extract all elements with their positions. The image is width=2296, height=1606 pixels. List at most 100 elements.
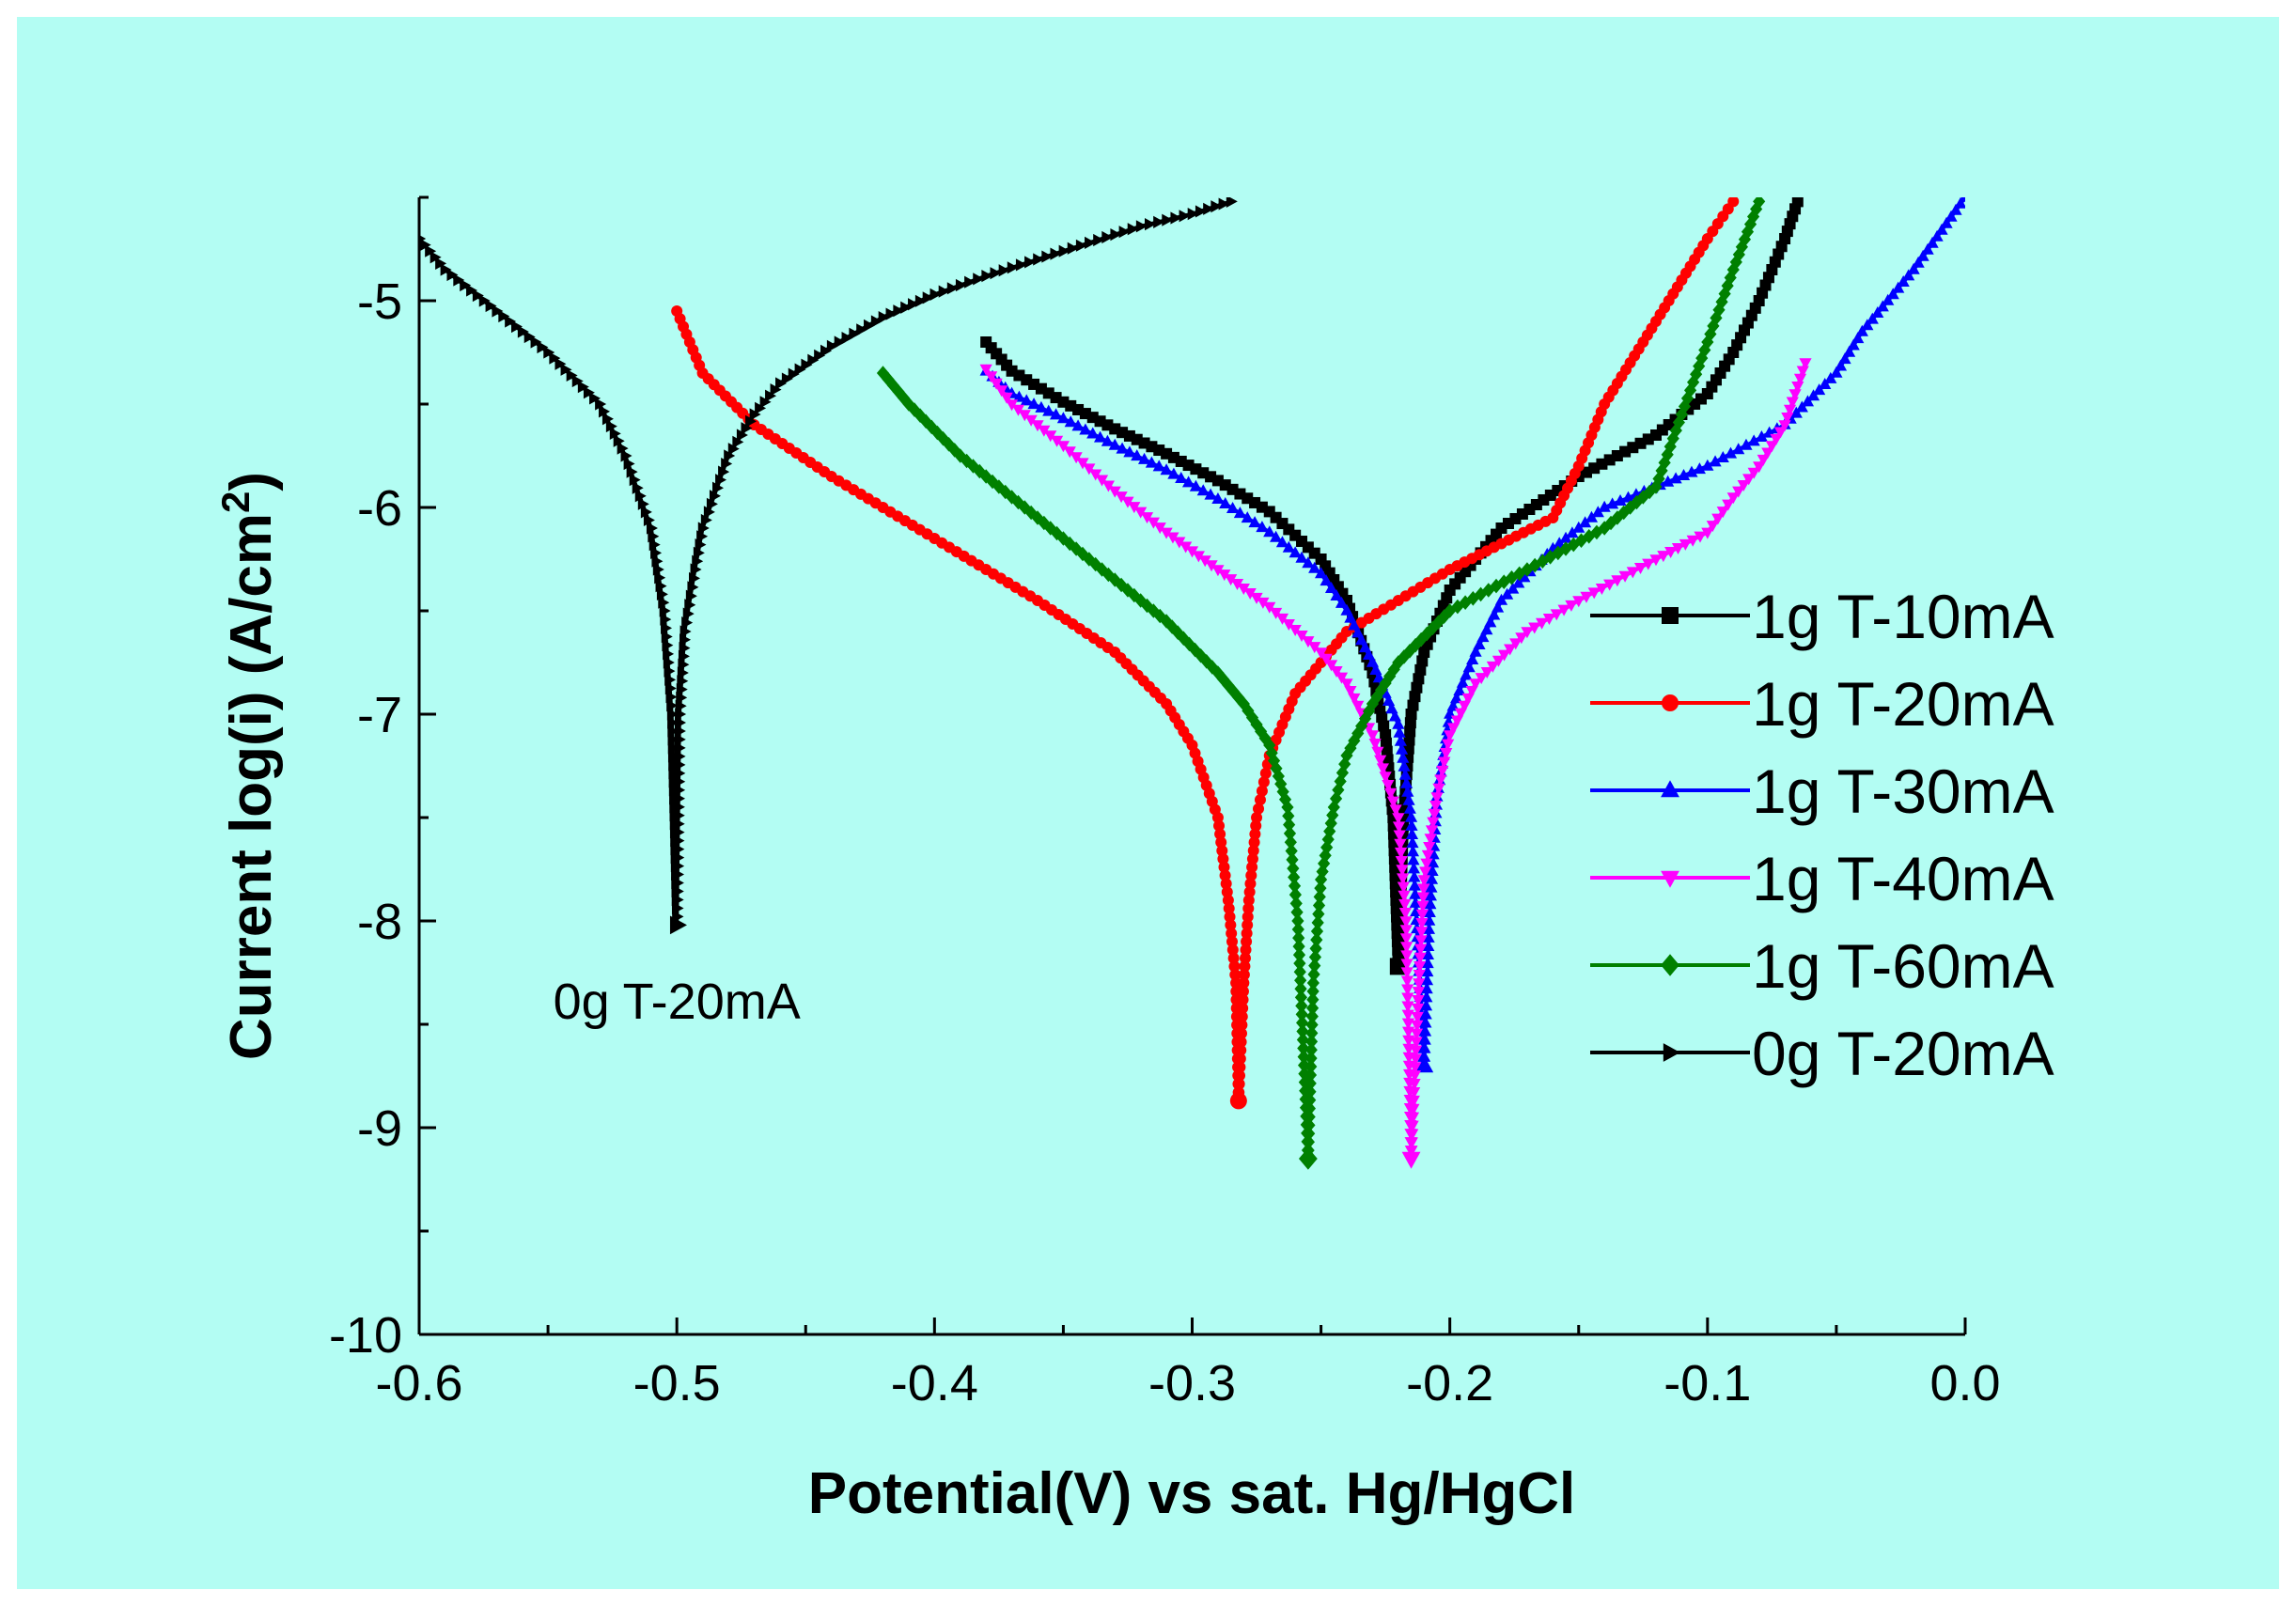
data-point <box>1175 472 1188 483</box>
data-point <box>1292 947 1306 962</box>
data-point <box>1408 1086 1421 1099</box>
data-point <box>517 325 529 338</box>
data-point <box>1611 510 1624 525</box>
data-point <box>930 425 944 441</box>
data-point <box>1704 326 1717 342</box>
data-point <box>1819 378 1832 390</box>
data-point <box>1838 352 1851 365</box>
data-point <box>669 915 687 935</box>
data-point <box>1614 494 1627 507</box>
legend-item: 1g T-20mA <box>1590 669 2054 739</box>
data-point <box>1247 845 1259 857</box>
data-point <box>1742 474 1756 486</box>
data-point <box>1324 582 1338 594</box>
data-point <box>1801 395 1815 407</box>
data-point <box>1304 1084 1317 1099</box>
data-point <box>1469 645 1482 657</box>
data-point <box>674 733 686 746</box>
data-point <box>673 834 685 848</box>
data-point <box>1200 653 1213 669</box>
data-point <box>1414 952 1427 964</box>
data-point <box>1806 389 1820 401</box>
data-point <box>954 448 967 463</box>
data-point <box>1314 567 1328 579</box>
data-point <box>1220 878 1232 890</box>
data-point <box>440 263 452 276</box>
data-point <box>1420 858 1433 870</box>
data-point <box>1018 410 1031 422</box>
data-point <box>1302 1134 1315 1149</box>
data-point <box>1462 661 1476 673</box>
data-point <box>1642 558 1655 570</box>
data-point <box>673 809 685 822</box>
data-point <box>1255 724 1268 740</box>
data-point <box>1959 197 1965 202</box>
data-point <box>1773 427 1788 439</box>
data-point <box>685 589 697 602</box>
data-point <box>1064 415 1077 428</box>
data-point <box>1351 725 1365 741</box>
data-point <box>1425 881 1438 893</box>
data-point <box>1256 521 1269 533</box>
y-tick-label: -9 <box>357 1100 402 1157</box>
data-point <box>1418 1041 1431 1053</box>
data-point <box>523 330 536 344</box>
data-point <box>1423 913 1436 926</box>
data-point <box>1649 479 1663 494</box>
data-point <box>1303 1126 1316 1142</box>
data-point <box>834 335 846 349</box>
data-point <box>1312 906 1325 922</box>
data-point <box>1399 925 1413 937</box>
data-point <box>1063 446 1076 459</box>
data-point <box>478 294 491 307</box>
data-point <box>672 876 684 890</box>
data-point <box>981 270 993 283</box>
data-point <box>675 699 687 712</box>
data-point <box>1709 455 1722 467</box>
data-point <box>667 733 679 746</box>
data-point <box>1291 913 1304 928</box>
data-point <box>1298 1147 1318 1170</box>
data-point <box>1469 678 1482 691</box>
data-point <box>583 386 595 399</box>
data-point <box>1572 596 1585 608</box>
data-point <box>985 371 998 383</box>
data-point <box>1724 446 1738 459</box>
data-point <box>1242 919 1254 931</box>
data-point <box>1376 763 1389 775</box>
data-point <box>1930 229 1944 242</box>
data-point <box>870 315 882 328</box>
data-point <box>1330 588 1343 600</box>
data-point <box>1518 570 1531 583</box>
data-point <box>1306 992 1320 1007</box>
data-point <box>1392 717 1405 729</box>
y-axis-title-main: Current log(i) (A/cm <box>219 513 284 1060</box>
data-point <box>1488 608 1501 620</box>
data-point <box>715 474 727 487</box>
data-point <box>1366 696 1380 711</box>
data-point <box>1115 577 1128 593</box>
data-point <box>1128 587 1141 603</box>
data-point <box>664 673 677 686</box>
data-point <box>1598 521 1611 536</box>
data-point <box>1304 1076 1317 1091</box>
data-point <box>1789 406 1803 418</box>
data-point <box>1727 197 1740 208</box>
data-point <box>1075 239 1087 252</box>
legend-label: 1g T-40mA <box>1752 844 2054 913</box>
data-point <box>1417 1050 1431 1062</box>
data-point <box>1633 563 1648 574</box>
data-point <box>724 449 736 462</box>
data-point <box>1480 666 1493 678</box>
data-point <box>1449 692 1463 704</box>
data-point <box>1173 537 1186 549</box>
data-point <box>1192 551 1205 563</box>
data-point <box>1312 897 1326 913</box>
data-point <box>530 335 542 349</box>
data-point <box>1416 655 1429 667</box>
y-tick-label: -6 <box>357 480 402 537</box>
data-point <box>1153 608 1166 624</box>
data-point <box>667 741 679 755</box>
data-point <box>566 368 578 382</box>
data-point <box>1393 725 1406 738</box>
